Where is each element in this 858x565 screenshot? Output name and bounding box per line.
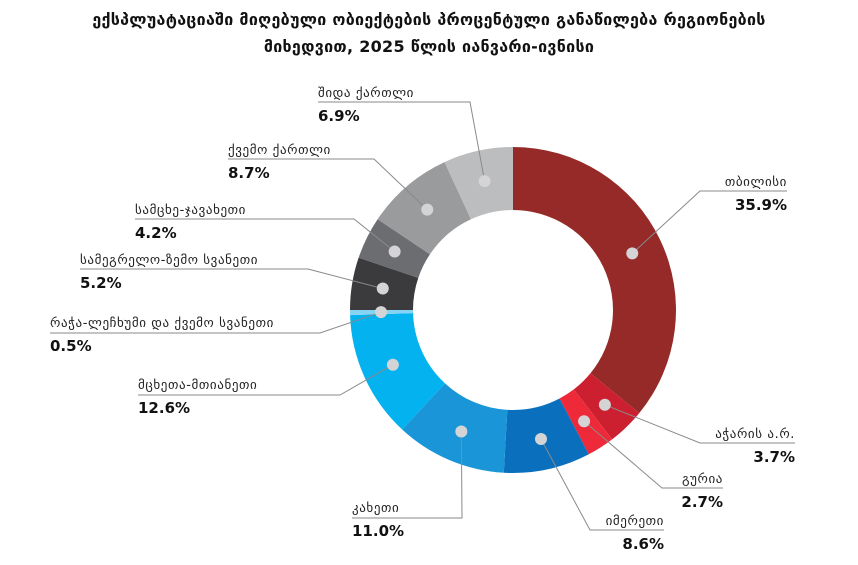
slice-value-5: 12.6% (138, 399, 190, 417)
leader-line-3 (540, 438, 664, 531)
leader-line-10 (318, 101, 486, 182)
slice-marker-dot-7 (376, 282, 389, 295)
slices-group (350, 147, 676, 473)
labels-group: თბილისი 35.9% აჭარის ა.რ. 3.7% გურია 2.7% იმერ… (50, 86, 795, 553)
slice-label-8: სამცხე-ჯავახეთი (135, 203, 246, 218)
leader-line-8 (135, 218, 395, 252)
chart-title-line1: ექსპლუატაციაში მიღებული ობიექტების პროცე… (92, 10, 766, 29)
slice-label-1: აჭარის ა.რ. (715, 427, 795, 442)
leader-line-2 (583, 420, 723, 489)
slice-marker-dot-10 (478, 175, 491, 188)
slice-value-4: 11.0% (352, 522, 404, 540)
slice-label-5: მცხეთა-მთიანეთი (138, 378, 257, 393)
leader-line-9 (228, 158, 428, 210)
chart-title-line2: მიხედვით, 2025 წლის იანვარი-ივნისი (263, 37, 595, 56)
slice-marker-dot-0 (626, 247, 639, 260)
slice-marker-dot-6 (375, 306, 388, 319)
slice-label-4: კახეთი (352, 501, 399, 516)
slice-marker-dot-5 (386, 358, 399, 371)
slice-value-8: 4.2% (135, 224, 177, 242)
leaders-group (50, 101, 795, 531)
slice-label-10: შიდა ქართლი (318, 86, 414, 101)
donut-slice-10 (444, 147, 513, 220)
leader-line-0 (631, 190, 787, 254)
slice-value-6: 0.5% (50, 337, 92, 355)
slice-label-2: გურია (682, 472, 723, 487)
slice-label-6: რაჭა-ლეჩხუმი და ქვემო სვანეთი (50, 316, 274, 331)
slice-marker-dot-3 (534, 432, 547, 445)
leader-line-4 (352, 431, 463, 519)
leader-line-5 (138, 364, 394, 396)
slice-label-3: იმერეთი (606, 514, 664, 529)
slice-marker-dot-8 (388, 245, 401, 258)
donut-slice-5 (350, 313, 446, 430)
donut-slice-0 (513, 147, 676, 414)
slice-marker-dot-9 (421, 203, 434, 216)
slice-label-0: თბილისი (725, 175, 787, 190)
donut-slice-3 (503, 398, 589, 473)
slice-label-7: სამეგრელო-ზემო სვანეთი (80, 253, 258, 268)
slice-marker-dot-2 (578, 415, 591, 428)
slice-marker-dot-4 (455, 425, 468, 438)
slice-value-0: 35.9% (735, 196, 787, 214)
slice-value-2: 2.7% (681, 493, 723, 511)
slice-value-3: 8.6% (622, 535, 664, 553)
donut-slice-4 (402, 383, 508, 473)
slice-label-9: ქვემო ქართლი (228, 143, 331, 158)
leader-line-1 (604, 404, 795, 444)
slice-marker-dot-1 (598, 398, 611, 411)
slice-value-10: 6.9% (318, 107, 360, 125)
leader-line-7 (80, 268, 383, 290)
slice-value-9: 8.7% (228, 164, 270, 182)
leader-line-6 (50, 311, 382, 334)
slice-value-7: 5.2% (80, 274, 122, 292)
slice-value-1: 3.7% (753, 448, 795, 466)
